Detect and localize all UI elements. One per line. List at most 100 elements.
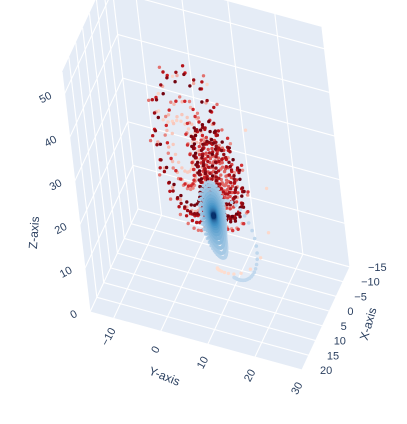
series-red-point	[195, 111, 200, 116]
series-red-point	[199, 148, 204, 153]
series-red-point	[189, 203, 193, 207]
y-tick-label: 0	[149, 344, 162, 355]
series-red-point	[162, 169, 167, 174]
series-red-point	[183, 169, 187, 173]
series-red-point	[175, 115, 179, 119]
series-red-point	[206, 154, 210, 159]
series-red-point	[230, 214, 234, 219]
series-red-point	[199, 138, 203, 142]
series-red-point	[175, 196, 180, 200]
series-red-point	[224, 181, 229, 185]
series-red-point	[210, 152, 214, 156]
z-grid-left-30	[74, 77, 124, 182]
series-red-point	[192, 126, 196, 130]
series-red-point	[198, 184, 202, 189]
z-grid-back-50	[144, 0, 325, 50]
series-red-point	[239, 271, 243, 275]
series-red-point	[205, 139, 209, 143]
series-red-point	[226, 187, 230, 192]
series-red-point	[170, 159, 175, 164]
series-red-point	[215, 102, 219, 107]
series-red-point	[173, 80, 177, 84]
series-red-point	[212, 105, 216, 110]
series-red-point	[197, 144, 201, 149]
z-grid-left-10	[84, 165, 134, 269]
series-red-point	[240, 194, 244, 198]
series-red-point	[158, 173, 162, 177]
series-red-point	[196, 228, 201, 232]
series-red-point	[189, 134, 193, 139]
series-red-point	[232, 170, 237, 175]
series-red-point	[148, 138, 153, 143]
series-red-point	[208, 109, 212, 113]
series-blue-point	[251, 273, 255, 277]
series-red-point	[248, 267, 253, 271]
series-red-point	[196, 116, 200, 120]
series-blue-point	[234, 203, 238, 208]
x-tick-label: −10	[361, 277, 380, 289]
y-tick-label: 10	[195, 355, 211, 371]
series-red-point	[200, 123, 205, 127]
series-red-point	[240, 201, 245, 206]
series-red-point	[151, 134, 155, 138]
series-blue-point	[229, 200, 234, 205]
x-grid-floor-5	[110, 267, 323, 327]
series-red-point	[189, 184, 193, 188]
series-red-point	[226, 271, 231, 276]
series-red-point	[158, 142, 163, 146]
series-red-point	[166, 120, 170, 124]
z-tick-label: 0	[68, 308, 79, 321]
z-grid-back-40	[117, 33, 330, 93]
series-red-point	[228, 194, 232, 199]
series-blue-point	[201, 188, 206, 193]
series-red-point	[209, 137, 214, 142]
series-red-point	[194, 163, 198, 167]
series-red-point	[243, 128, 248, 132]
series-red-point	[156, 109, 161, 113]
series-red-point	[183, 99, 187, 104]
grid-lines	[61, 0, 351, 371]
series-red-point	[183, 205, 187, 209]
series-red-point	[191, 107, 195, 112]
series-red-point	[233, 216, 238, 220]
series-red-point	[191, 164, 195, 168]
series-red-point	[242, 189, 246, 194]
series-red-point	[220, 128, 224, 132]
series-red-point	[192, 212, 197, 216]
series-red-point	[198, 220, 202, 225]
series-red-point	[172, 102, 176, 106]
series-red-point	[185, 115, 189, 120]
series-red-point	[215, 133, 220, 137]
series-red-point	[234, 212, 239, 216]
series-blue-point	[252, 236, 257, 241]
series-red-point	[216, 129, 221, 133]
series-red-point	[164, 114, 168, 119]
series-red-point	[241, 205, 246, 209]
x-grid-floor--5	[124, 237, 337, 297]
y-tick-label: −10	[99, 326, 118, 348]
series-red-point	[223, 195, 227, 200]
series-red-point	[201, 142, 205, 146]
series-red-point	[174, 70, 178, 75]
x-tick-label: 15	[327, 350, 339, 362]
series-red-point	[202, 176, 206, 180]
series-red-point	[212, 121, 216, 126]
series-red-point	[210, 164, 215, 168]
series-red-point	[206, 147, 210, 152]
x-grid-floor-20	[89, 311, 303, 371]
series-red-point	[159, 83, 163, 87]
x-tick-label: 0	[347, 306, 353, 318]
series-red-point	[224, 155, 228, 160]
series-red-point	[258, 256, 263, 260]
series-red-point	[229, 168, 234, 172]
z-tick-label: 10	[58, 264, 74, 280]
series-red-point	[227, 160, 231, 164]
series-red-point	[220, 269, 224, 273]
series-red-point	[182, 72, 186, 77]
y-tick-label: 20	[242, 367, 258, 383]
series-red-point	[200, 156, 204, 160]
series-red-point	[153, 129, 158, 133]
series-red-point	[179, 177, 183, 181]
